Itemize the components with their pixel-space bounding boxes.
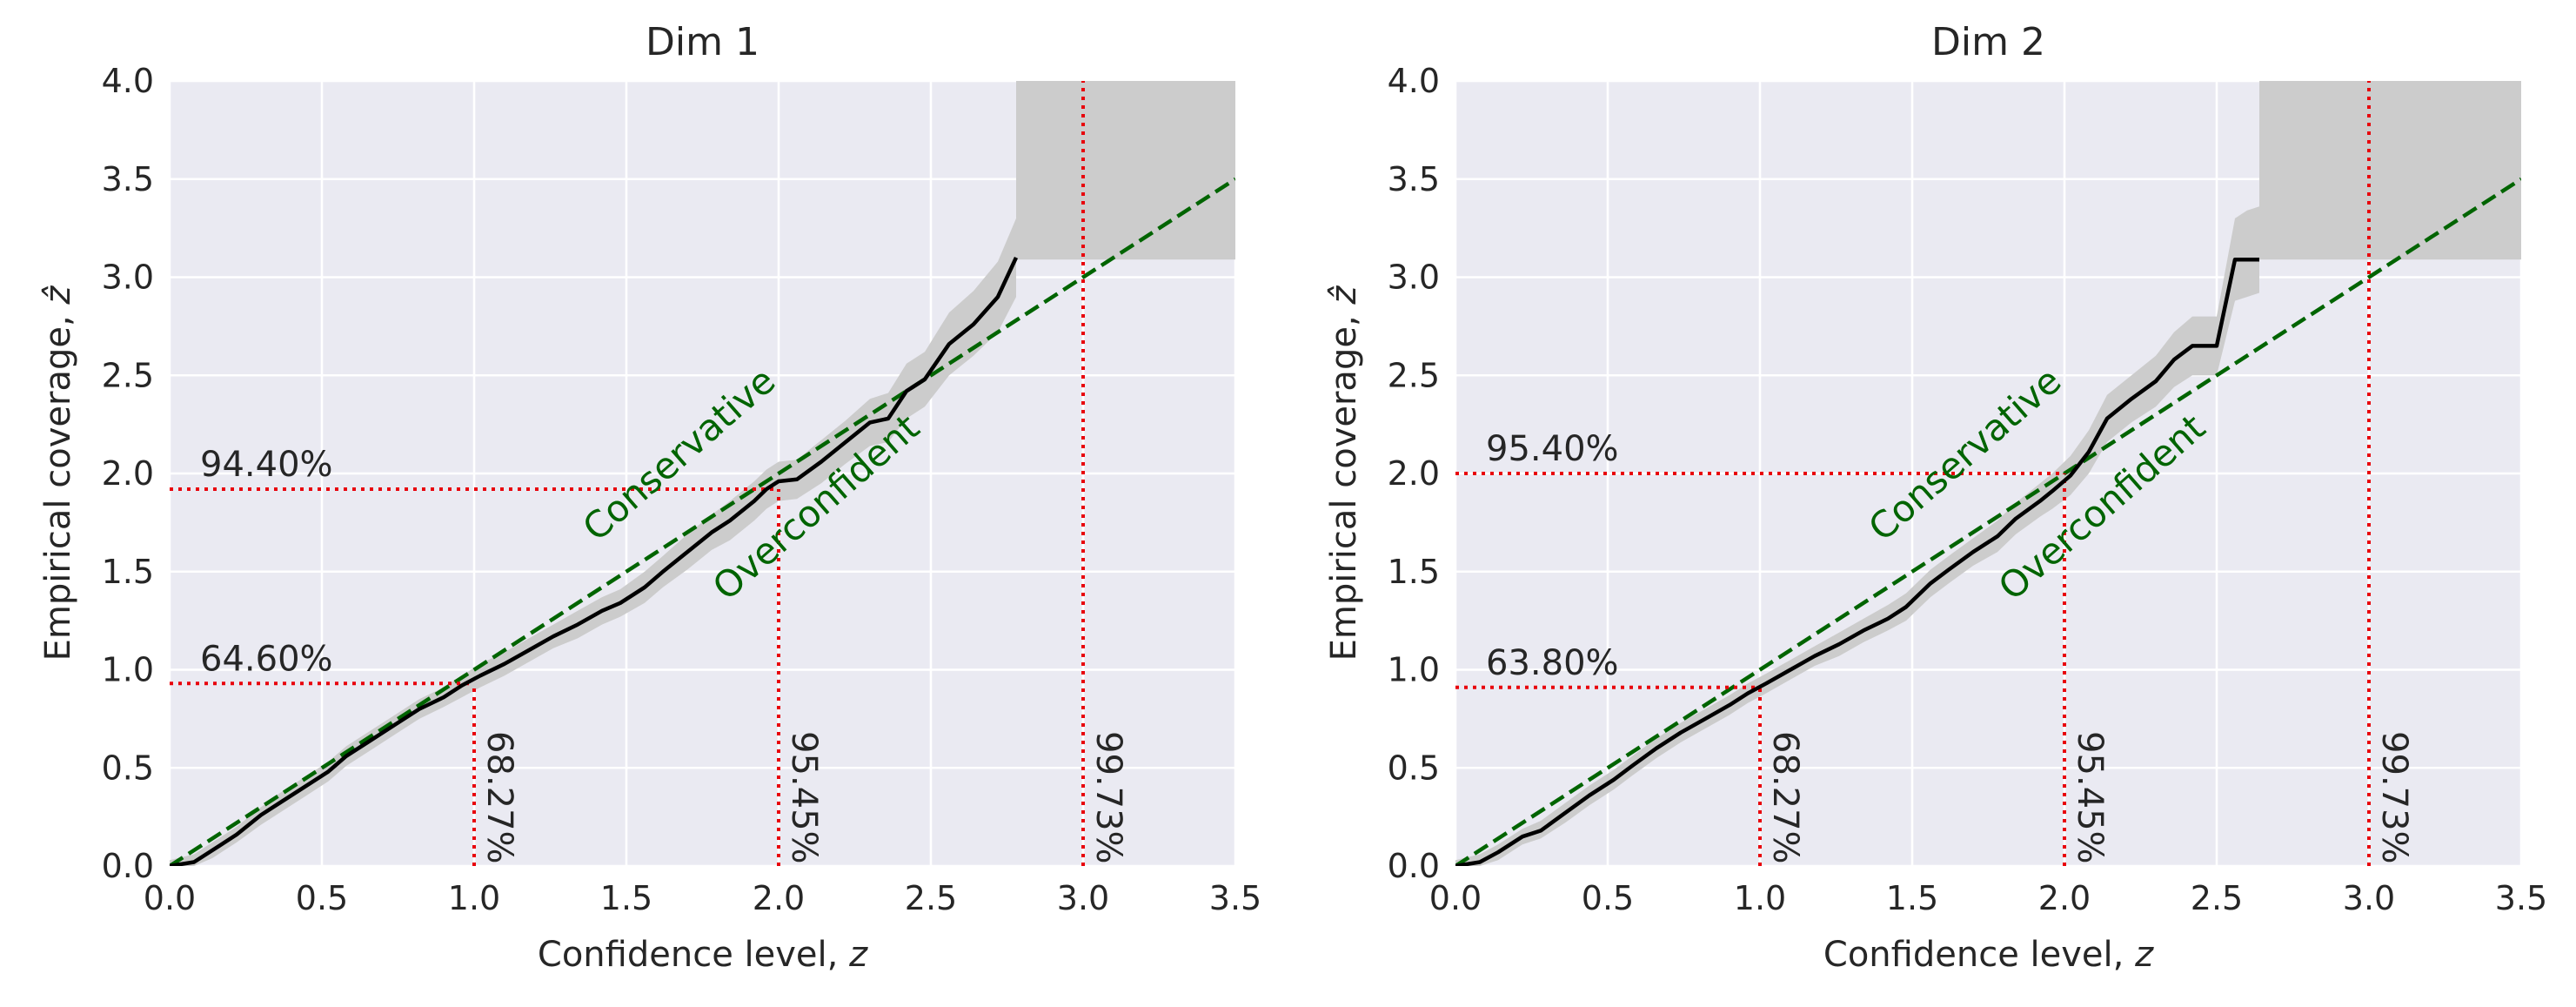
y-tick-label: 3.0 (1388, 258, 1440, 297)
threshold-x-label: 68.27% (1765, 731, 1805, 864)
x-tick-label: 0.0 (1429, 879, 1482, 917)
threshold-x-label: 68.27% (479, 731, 519, 864)
y-axis-label-variable: ẑ (38, 285, 78, 305)
x-tick-label: 1.0 (448, 879, 500, 917)
threshold-x-label: 99.73% (2374, 731, 2414, 864)
x-axis-label-variable: z (2134, 935, 2154, 975)
y-tick-label: 1.5 (1388, 553, 1440, 591)
x-tick-label: 0.5 (1582, 879, 1634, 917)
x-tick-label: 2.5 (905, 879, 957, 917)
y-tick-label: 4.0 (102, 62, 154, 100)
y-tick-label: 0.5 (1388, 749, 1440, 787)
y-tick-label: 2.5 (1388, 356, 1440, 394)
y-axis-label-variable: ẑ (1324, 285, 1364, 305)
x-tick-label: 1.5 (1886, 879, 1938, 917)
threshold-y-label: 64.60% (200, 639, 333, 679)
x-axis-label: Confidence level, z (538, 935, 868, 975)
x-tick-label: 2.0 (2038, 879, 2091, 917)
y-tick-label: 3.5 (102, 160, 154, 198)
threshold-y-label: 63.80% (1486, 643, 1619, 683)
reference-diagonal (170, 177, 1235, 866)
x-axis-label-text: Confidence level, (1823, 935, 2135, 975)
threshold-x-label: 95.45% (2070, 731, 2110, 864)
y-axis-label: Empirical coverage, ẑ (1324, 285, 1364, 661)
threshold-y-label: 95.40% (1486, 429, 1619, 469)
x-tick-label: 3.0 (2343, 879, 2395, 917)
x-tick-label: 0.5 (296, 879, 348, 917)
x-tick-label: 3.0 (1057, 879, 1109, 917)
x-tick-label: 2.5 (2191, 879, 2243, 917)
x-tick-label: 3.5 (1209, 879, 1261, 917)
x-axis-label-text: Confidence level, (538, 935, 849, 975)
y-axis-label-text: Empirical coverage, (38, 305, 78, 661)
y-axis-label-text: Empirical coverage, (1324, 305, 1364, 661)
y-tick-label: 2.0 (102, 454, 154, 493)
reference-diagonal (1455, 177, 2521, 866)
y-tick-label: 1.5 (102, 553, 154, 591)
plot-area (1455, 81, 2521, 866)
y-tick-label: 0.0 (102, 847, 154, 885)
y-axis-label: Empirical coverage, ẑ (38, 285, 78, 661)
chart-panel-2: 68.27%63.80%95.45%95.40%99.73%Conservati… (1324, 20, 2547, 975)
threshold-x-label: 99.73% (1088, 731, 1128, 864)
plot-area (170, 81, 1235, 866)
y-tick-label: 3.5 (1388, 160, 1440, 198)
y-tick-label: 4.0 (1388, 62, 1440, 100)
x-tick-label: 1.5 (600, 879, 652, 917)
y-tick-label: 2.5 (102, 356, 154, 394)
y-tick-label: 0.5 (102, 749, 154, 787)
chart-title: Dim 1 (646, 20, 759, 64)
threshold-y-label: 94.40% (200, 445, 333, 485)
y-tick-label: 2.0 (1388, 454, 1440, 493)
y-tick-label: 0.0 (1388, 847, 1440, 885)
x-tick-label: 3.5 (2495, 879, 2547, 917)
chart-panel-1: 68.27%64.60%95.45%94.40%99.73%Conservati… (38, 20, 1261, 975)
coverage-line (1455, 257, 2259, 866)
y-tick-label: 1.0 (102, 651, 154, 689)
threshold-x-label: 95.45% (784, 731, 824, 864)
y-tick-label: 1.0 (1388, 651, 1440, 689)
chart-title: Dim 2 (1931, 20, 2045, 64)
x-tick-label: 2.0 (753, 879, 805, 917)
x-tick-label: 0.0 (144, 879, 196, 917)
coverage-line (170, 256, 1019, 866)
coverage-band-corner (2259, 81, 2521, 260)
x-tick-label: 1.0 (1734, 879, 1786, 917)
x-axis-label-variable: z (848, 935, 868, 975)
x-axis-label: Confidence level, z (1823, 935, 2154, 975)
y-tick-label: 3.0 (102, 258, 154, 297)
coverage-band-corner (1016, 81, 1235, 260)
